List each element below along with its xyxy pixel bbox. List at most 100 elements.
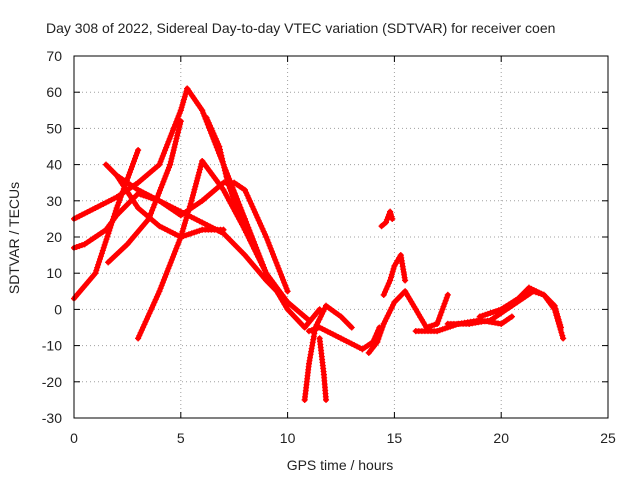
data-point bbox=[199, 157, 206, 164]
y-axis-label: SDTVAR / TECUs bbox=[6, 182, 22, 294]
data-point bbox=[156, 223, 163, 230]
data-point bbox=[338, 335, 344, 342]
y-tick-label: -20 bbox=[42, 374, 62, 390]
data-point bbox=[359, 346, 366, 353]
data-point bbox=[301, 396, 308, 403]
data-point bbox=[348, 324, 355, 331]
data-point bbox=[387, 277, 394, 284]
data-point bbox=[224, 179, 231, 186]
data-point bbox=[365, 349, 372, 356]
x-tick-label: 25 bbox=[600, 430, 616, 446]
data-point bbox=[380, 320, 387, 327]
y-tick-label: -10 bbox=[42, 338, 62, 354]
y-tick-label: 20 bbox=[46, 229, 62, 245]
data-point bbox=[380, 291, 387, 298]
data-point bbox=[177, 234, 184, 240]
data-point bbox=[231, 179, 238, 186]
y-tick-label: 0 bbox=[54, 301, 62, 317]
data-point bbox=[382, 219, 389, 226]
data-point bbox=[135, 205, 142, 212]
data-point bbox=[241, 186, 248, 193]
y-tick-label: 60 bbox=[46, 84, 62, 100]
data-point bbox=[551, 306, 558, 313]
data-point bbox=[135, 335, 142, 342]
data-point bbox=[241, 226, 248, 233]
data-point bbox=[515, 295, 522, 302]
data-point bbox=[466, 320, 473, 327]
y-tick-label: -30 bbox=[42, 410, 62, 426]
y-tick-label: 10 bbox=[46, 265, 62, 281]
data-point bbox=[498, 306, 505, 313]
data-point bbox=[156, 288, 163, 295]
data-point bbox=[284, 299, 291, 306]
data-track bbox=[378, 208, 396, 230]
data-point bbox=[320, 371, 327, 378]
data-point bbox=[391, 262, 398, 269]
y-tick-label: 30 bbox=[46, 193, 62, 209]
data-point bbox=[220, 226, 227, 233]
data-track bbox=[305, 324, 383, 353]
data-track bbox=[476, 284, 567, 342]
data-point bbox=[301, 324, 308, 331]
ticks: 0 5 10 15 20 25 -30 -20 -10 0 10 20 30 40 50 60 70 bbox=[42, 48, 616, 446]
data-point bbox=[389, 215, 396, 222]
data-point bbox=[434, 320, 441, 327]
data-point bbox=[135, 179, 142, 186]
data-point bbox=[402, 288, 409, 295]
data-point bbox=[540, 291, 547, 298]
data-point bbox=[434, 328, 441, 335]
data-point bbox=[199, 219, 206, 226]
data-point bbox=[305, 328, 312, 335]
data-point bbox=[374, 338, 381, 345]
data-point bbox=[135, 147, 142, 154]
x-tick-label: 0 bbox=[70, 430, 78, 446]
y-tick-label: 70 bbox=[46, 48, 62, 64]
data-series bbox=[71, 85, 567, 403]
data-point bbox=[378, 223, 385, 230]
data-point bbox=[284, 306, 291, 313]
data-point bbox=[508, 313, 515, 320]
data-point bbox=[402, 277, 409, 284]
data-point bbox=[92, 234, 99, 240]
data-point bbox=[487, 317, 494, 324]
chart-title: Day 308 of 2022, Sidereal Day-to-day VTE… bbox=[46, 20, 555, 36]
data-point bbox=[177, 212, 184, 219]
data-point bbox=[220, 186, 227, 193]
data-point bbox=[476, 313, 483, 320]
data-point bbox=[92, 205, 99, 212]
data-point bbox=[338, 313, 344, 320]
y-tick-label: 50 bbox=[46, 120, 62, 136]
data-point bbox=[263, 234, 270, 240]
data-point bbox=[525, 284, 532, 291]
data-point bbox=[177, 118, 184, 125]
data-point bbox=[323, 396, 330, 403]
data-point bbox=[560, 335, 567, 342]
data-point bbox=[412, 306, 419, 313]
data-point bbox=[177, 107, 184, 114]
data-point bbox=[188, 197, 195, 204]
data-point bbox=[81, 241, 88, 248]
data-point bbox=[216, 143, 223, 150]
data-track bbox=[203, 114, 291, 306]
data-point bbox=[113, 205, 120, 212]
data-track bbox=[113, 172, 227, 240]
data-point bbox=[156, 161, 163, 168]
data-point bbox=[184, 85, 191, 92]
data-point bbox=[316, 324, 323, 331]
data-point bbox=[92, 270, 99, 277]
data-point bbox=[444, 291, 451, 298]
data-point bbox=[391, 299, 398, 306]
data-point bbox=[203, 114, 210, 121]
data-point bbox=[263, 270, 270, 277]
y-tick-label: 40 bbox=[46, 157, 62, 173]
x-tick-label: 20 bbox=[493, 430, 509, 446]
data-point bbox=[241, 252, 248, 259]
data-point bbox=[323, 302, 330, 309]
data-point bbox=[305, 317, 312, 324]
data-point bbox=[103, 161, 110, 168]
data-point bbox=[113, 172, 120, 179]
data-point bbox=[124, 241, 131, 248]
data-point bbox=[199, 197, 206, 204]
data-point bbox=[316, 335, 323, 342]
